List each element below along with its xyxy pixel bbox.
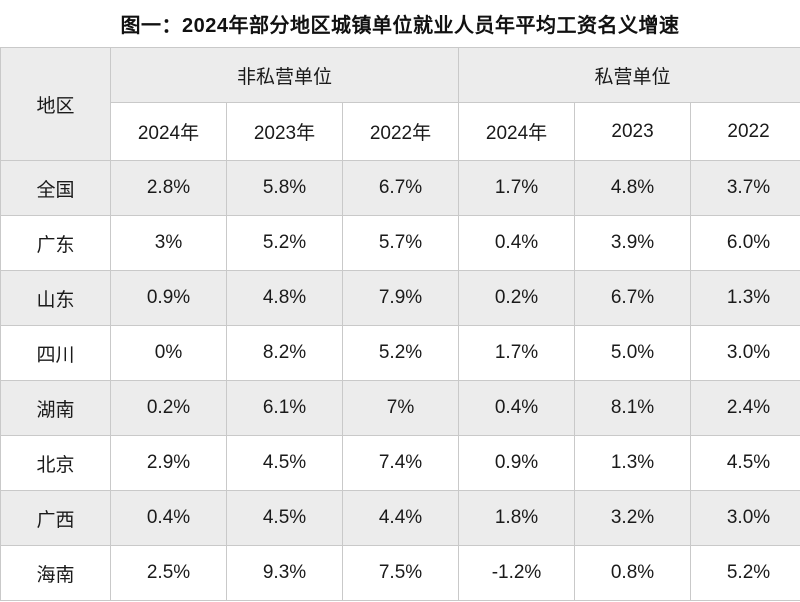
value-cell: 0.2% xyxy=(110,380,227,436)
value-cell: 1.7% xyxy=(458,160,576,216)
value-cell: 2.5% xyxy=(110,545,227,601)
value-cell: 0.9% xyxy=(458,435,576,491)
value-cell: 5.0% xyxy=(574,325,692,381)
header-year-cell: 2022年 xyxy=(341,102,460,161)
value-cell: 5.7% xyxy=(341,215,460,271)
value-cell: 3% xyxy=(110,215,227,271)
value-cell: 1.8% xyxy=(458,490,576,546)
value-cell: 9.3% xyxy=(226,545,343,601)
value-cell: 4.8% xyxy=(574,160,692,216)
value-cell: 1.3% xyxy=(690,270,800,326)
value-cell: 1.7% xyxy=(458,325,576,381)
value-cell: 2.8% xyxy=(110,160,227,216)
value-cell: 3.7% xyxy=(690,160,800,216)
value-cell: 6.1% xyxy=(226,380,343,436)
value-cell: 5.2% xyxy=(226,215,343,271)
value-cell: 5.2% xyxy=(690,545,800,601)
value-cell: 4.5% xyxy=(226,490,343,546)
header-year-row: 2024年 2023年 2022年 2024年 2023 2022 xyxy=(1,102,800,161)
value-cell: 5.2% xyxy=(341,325,460,381)
value-cell: 3.0% xyxy=(690,325,800,381)
region-cell: 北京 xyxy=(0,435,111,491)
value-cell: 0.8% xyxy=(574,545,692,601)
value-cell: 4.4% xyxy=(341,490,460,546)
table-row: 山东 0.9% 4.8% 7.9% 0.2% 6.7% 1.3% xyxy=(0,270,800,326)
value-cell: 3.2% xyxy=(574,490,692,546)
table-row: 广西 0.4% 4.5% 4.4% 1.8% 3.2% 3.0% xyxy=(0,490,800,546)
value-cell: 6.7% xyxy=(341,160,460,216)
header-year-cell: 2022 xyxy=(690,102,800,161)
value-cell: 0.9% xyxy=(110,270,227,326)
value-cell: 6.0% xyxy=(690,215,800,271)
value-cell: 0.4% xyxy=(110,490,227,546)
header-group-private: 私营单位 xyxy=(458,47,800,103)
value-cell: 8.1% xyxy=(574,380,692,436)
value-cell: 0.4% xyxy=(458,380,576,436)
value-cell: 7.4% xyxy=(341,435,460,491)
region-cell: 山东 xyxy=(0,270,111,326)
region-cell: 湖南 xyxy=(0,380,111,436)
table-row: 湖南 0.2% 6.1% 7% 0.4% 8.1% 2.4% xyxy=(0,380,800,436)
table-row: 全国 2.8% 5.8% 6.7% 1.7% 4.8% 3.7% xyxy=(0,160,800,216)
value-cell: 2.9% xyxy=(110,435,227,491)
value-cell: 0.4% xyxy=(458,215,576,271)
table-row: 广东 3% 5.2% 5.7% 0.4% 3.9% 6.0% xyxy=(0,215,800,271)
table-row: 海南 2.5% 9.3% 7.5% -1.2% 0.8% 5.2% xyxy=(0,545,800,601)
header-group-row: 地区 非私营单位 私营单位 xyxy=(0,47,800,161)
value-cell: 2.4% xyxy=(690,380,800,436)
region-cell: 海南 xyxy=(0,545,111,601)
value-cell: 5.8% xyxy=(226,160,343,216)
header-group-nonprivate: 非私营单位 xyxy=(109,47,460,103)
value-cell: 4.5% xyxy=(226,435,343,491)
region-cell: 全国 xyxy=(0,160,111,216)
value-cell: 1.3% xyxy=(574,435,692,491)
table-row: 北京 2.9% 4.5% 7.4% 0.9% 1.3% 4.5% xyxy=(0,435,800,491)
value-cell: 7% xyxy=(341,380,460,436)
table-row: 四川 0% 8.2% 5.2% 1.7% 5.0% 3.0% xyxy=(0,325,800,381)
value-cell: 3.9% xyxy=(574,215,692,271)
wage-growth-table: 地区 非私营单位 私营单位 2024年 2023年 2022年 2024年 20… xyxy=(0,47,800,601)
value-cell: 6.7% xyxy=(574,270,692,326)
region-cell: 四川 xyxy=(0,325,111,381)
value-cell: -1.2% xyxy=(458,545,576,601)
value-cell: 0.2% xyxy=(458,270,576,326)
value-cell: 4.5% xyxy=(690,435,800,491)
value-cell: 8.2% xyxy=(226,325,343,381)
header-region: 地区 xyxy=(0,47,111,161)
region-cell: 广东 xyxy=(0,215,111,271)
value-cell: 7.5% xyxy=(341,545,460,601)
value-cell: 7.9% xyxy=(341,270,460,326)
header-year-cell: 2023年 xyxy=(226,102,343,161)
header-year-cell: 2024年 xyxy=(458,102,576,161)
region-cell: 广西 xyxy=(0,490,111,546)
header-year-cell: 2024年 xyxy=(110,102,227,161)
header-year-cell: 2023 xyxy=(574,102,692,161)
value-cell: 3.0% xyxy=(690,490,800,546)
value-cell: 4.8% xyxy=(226,270,343,326)
figure-title: 图一：2024年部分地区城镇单位就业人员年平均工资名义增速 xyxy=(120,15,680,37)
value-cell: 0% xyxy=(110,325,227,381)
